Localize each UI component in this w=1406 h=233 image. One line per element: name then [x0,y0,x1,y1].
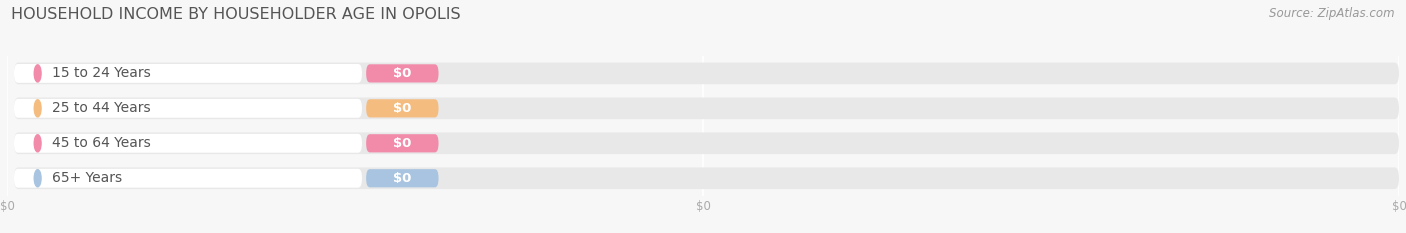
Text: $0: $0 [394,172,412,185]
FancyBboxPatch shape [14,99,361,118]
Text: $0: $0 [394,102,412,115]
FancyBboxPatch shape [14,64,361,83]
FancyBboxPatch shape [366,64,439,82]
Circle shape [34,135,41,152]
FancyBboxPatch shape [14,169,361,188]
Circle shape [34,170,41,187]
Text: 45 to 64 Years: 45 to 64 Years [52,136,150,150]
Text: Source: ZipAtlas.com: Source: ZipAtlas.com [1270,7,1395,20]
Text: 65+ Years: 65+ Years [52,171,122,185]
FancyBboxPatch shape [14,62,1399,84]
Text: 15 to 24 Years: 15 to 24 Years [52,66,150,80]
Circle shape [34,65,41,82]
Text: HOUSEHOLD INCOME BY HOUSEHOLDER AGE IN OPOLIS: HOUSEHOLD INCOME BY HOUSEHOLDER AGE IN O… [11,7,461,22]
Text: $0: $0 [394,137,412,150]
FancyBboxPatch shape [14,97,1399,119]
Circle shape [34,100,41,117]
FancyBboxPatch shape [366,169,439,187]
FancyBboxPatch shape [14,132,1399,154]
FancyBboxPatch shape [366,134,439,152]
FancyBboxPatch shape [14,167,1399,189]
Text: 25 to 44 Years: 25 to 44 Years [52,101,150,115]
FancyBboxPatch shape [14,134,361,153]
FancyBboxPatch shape [366,99,439,117]
Text: $0: $0 [394,67,412,80]
